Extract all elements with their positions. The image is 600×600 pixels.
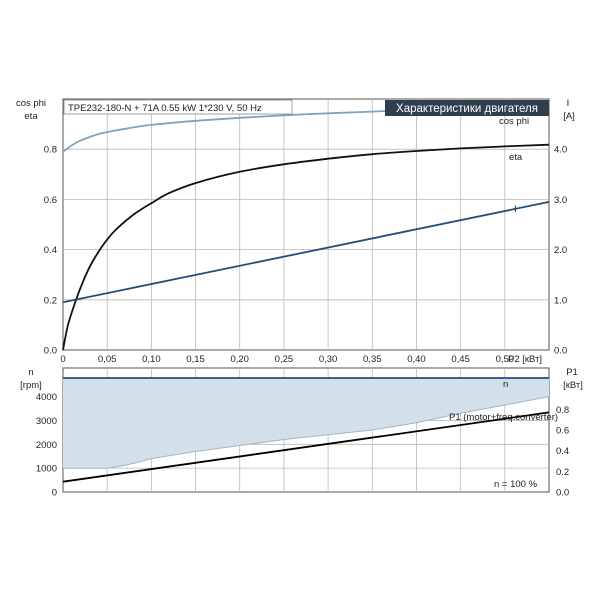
speed-percent-annotation: n = 100 % <box>494 479 538 490</box>
top-y-tick-label: 0.0 <box>44 346 57 357</box>
top-x-tick-label: 0,05 <box>98 354 117 365</box>
top-right-axis-label-line2: [A] <box>563 111 575 122</box>
bottom-y-right-tick-label: 0.8 <box>556 405 569 416</box>
bottom-right-axis-label-line2: [кВт] <box>563 380 583 391</box>
chart-title: Характеристики двигателя <box>396 103 538 115</box>
top-y-right-tick-label: 0.0 <box>554 346 567 357</box>
x-axis-label: P2 [кВт] <box>508 354 542 365</box>
top-left-axis-label-line2: eta <box>24 111 38 122</box>
top-y-right-tick-label: 4.0 <box>554 145 567 156</box>
bottom-y-tick-label: 3000 <box>36 416 57 427</box>
top-y-tick-label: 0.8 <box>44 145 57 156</box>
top-x-tick-label: 0 <box>60 354 65 365</box>
p1-curve <box>62 411 550 483</box>
bottom-y-tick-label: 0 <box>52 488 57 499</box>
bottom-y-tick-label: 4000 <box>36 392 57 403</box>
bottom-series <box>62 377 550 483</box>
bottom-y-right-tick-label: 0.6 <box>556 426 569 437</box>
current-curve <box>62 201 550 304</box>
bottom-y-tick-label: 2000 <box>36 440 57 451</box>
bottom-right-axis-label-line1: P1 <box>566 367 578 378</box>
top-x-tick-label: 0,50 <box>496 354 515 365</box>
eta-series-label: eta <box>509 152 523 163</box>
top-y-right-tick-label: 3.0 <box>554 195 567 206</box>
top-y-tick-label: 0.4 <box>44 245 57 256</box>
top-y-tick-labels: 0.0 0.2 0.4 0.6 0.8 <box>44 145 57 357</box>
bottom-panel: 0 1000 2000 3000 4000 0.0 0.2 0.4 0.6 0.8 n [rpm… <box>20 367 583 499</box>
top-y-tick-label: 0.2 <box>44 295 57 306</box>
subtitle-box <box>63 99 293 115</box>
top-panel: 0 0,05 0,10 0,15 0,20 0,25 0,30 0,35 0,40 0,45 0,5… <box>16 98 575 365</box>
bottom-y-tick-label: 1000 <box>36 464 57 475</box>
current-series-label: I <box>514 204 517 215</box>
top-x-tick-label: 0,30 <box>319 354 338 365</box>
cos-phi-series-label: cos phi <box>499 116 529 127</box>
bottom-y-right-tick-label: 0.2 <box>556 467 569 478</box>
top-right-axis-label-line1: I <box>567 98 570 109</box>
top-grid <box>63 99 549 350</box>
speed-series-label: n <box>503 379 508 390</box>
top-y-tick-label: 0.6 <box>44 195 57 206</box>
top-plot-frame <box>62 98 550 351</box>
bottom-y-tick-labels: 0 1000 2000 3000 4000 <box>36 392 57 498</box>
top-y-right-tick-label: 2.0 <box>554 245 567 256</box>
speed-range-area <box>63 378 549 469</box>
top-series <box>62 106 550 351</box>
bottom-left-axis-label-line2: [rpm] <box>20 380 42 391</box>
p1-series-label: P1 (motor+freq.converter) <box>449 412 558 423</box>
speed-min-curve <box>63 396 550 469</box>
top-x-tick-label: 0,25 <box>275 354 294 365</box>
top-x-tick-label: 0,40 <box>407 354 426 365</box>
top-y-right-tick-label: 1.0 <box>554 295 567 306</box>
top-x-tick-label: 0,10 <box>142 354 161 365</box>
top-left-axis-label-line1: cos phi <box>16 98 46 109</box>
top-x-tick-label: 0,15 <box>186 354 205 365</box>
bottom-y-right-tick-labels: 0.0 0.2 0.4 0.6 0.8 <box>556 405 569 499</box>
chart-title-background <box>385 100 549 116</box>
top-y-right-tick-labels: 0.0 1.0 2.0 3.0 4.0 <box>554 145 567 357</box>
eta-curve <box>62 143 550 351</box>
bottom-y-right-tick-label: 0.0 <box>556 488 569 499</box>
bottom-left-axis-label-line1: n <box>28 367 33 378</box>
top-x-tick-label: 0,35 <box>363 354 382 365</box>
chart-subtitle: TPE232-180-N + 71A 0.55 kW 1*230 V, 50 H… <box>68 103 262 114</box>
top-x-tick-labels: 0 0,05 0,10 0,15 0,20 0,25 0,30 0,35 0,40 0,45 0,5… <box>60 354 514 365</box>
bottom-y-right-tick-label: 0.4 <box>556 446 569 457</box>
top-x-tick-label: 0,20 <box>230 354 249 365</box>
top-x-tick-label: 0,45 <box>451 354 470 365</box>
